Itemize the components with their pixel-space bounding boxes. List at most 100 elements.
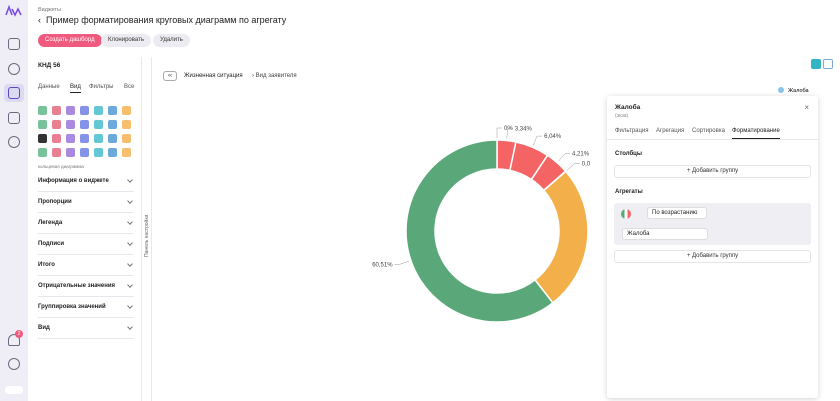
chart-type-icon[interactable] — [52, 148, 61, 157]
chart-type-icon[interactable] — [80, 148, 89, 157]
breadcrumb-text: Вид заявителя — [255, 73, 297, 79]
dataset[interactable]: КНД 56 — [38, 62, 61, 69]
button[interactable]: Клонировать — [101, 34, 151, 47]
data-label: 0,0 — [582, 161, 591, 167]
chart-type-icon[interactable] — [94, 134, 103, 143]
tab[interactable]: Вид — [70, 84, 81, 93]
leader-line — [496, 127, 502, 138]
chart-type-icon[interactable] — [38, 148, 47, 157]
page-title: ‹ Пример форматирования круговых диаграм… — [38, 15, 287, 25]
settings-panel: КНД 56 Данные Вид Фильтры Все кольцевая … — [28, 57, 141, 401]
panel-subtitle: (экза) — [615, 113, 629, 119]
chart-type-icon[interactable] — [122, 148, 131, 157]
section-title: Столбцы — [615, 151, 642, 157]
chart-type-icon[interactable] — [80, 134, 89, 143]
nav-icon[interactable] — [8, 63, 20, 75]
tab[interactable]: Форматирование — [732, 128, 780, 139]
section[interactable]: Итого — [38, 255, 134, 276]
logo — [5, 4, 22, 17]
panel-label: Панель настройки — [144, 214, 150, 257]
panel-title: Жалоба — [615, 104, 641, 111]
chart-type-icon[interactable] — [80, 120, 89, 129]
collapse-button[interactable]: ‹‹ — [163, 71, 177, 81]
header: Виджеты ‹ Пример форматирования круговых… — [28, 0, 840, 57]
leader-line — [532, 135, 543, 146]
chart-type-icon[interactable] — [108, 134, 117, 143]
chart-type-icon[interactable] — [66, 148, 75, 157]
chart-type-icon[interactable] — [38, 106, 47, 115]
chart-type-icon[interactable] — [122, 120, 131, 129]
view-button[interactable] — [823, 59, 833, 69]
leader-line — [567, 163, 580, 171]
title-text: Пример форматирования круговых диаграмм … — [46, 15, 287, 25]
add-group[interactable]: + Добавить группу — [614, 165, 811, 178]
tab[interactable]: Фильтры — [89, 84, 114, 90]
data-label: 6,04% — [544, 134, 562, 140]
legend-swatch — [778, 87, 784, 93]
close-button[interactable]: × — [804, 103, 809, 112]
breadcrumb-item[interactable]: › Вид заявителя — [252, 73, 297, 79]
leader-line — [558, 153, 571, 162]
chart-type-icon[interactable] — [52, 134, 61, 143]
breadcrumb[interactable]: Виджеты — [38, 7, 61, 13]
field-select[interactable]: Жалоба — [622, 228, 708, 240]
chart-type-icon[interactable] — [38, 120, 47, 129]
add-group[interactable]: + Добавить группу — [614, 250, 811, 263]
chart-type-icon[interactable] — [122, 134, 131, 143]
tab[interactable]: Сортировка — [692, 128, 725, 134]
chart-type-icon[interactable] — [66, 106, 75, 115]
panel-toggle[interactable]: Панель настройки — [141, 57, 152, 401]
format-panel: Жалоба (экза) × Фильтрация Агрегация Сор… — [607, 96, 818, 398]
chart-type-icon[interactable] — [94, 148, 103, 157]
chart-type-icon[interactable] — [80, 106, 89, 115]
nav-icon[interactable] — [8, 358, 20, 370]
chart-type-icon[interactable] — [108, 148, 117, 157]
chart-type-icon[interactable] — [66, 120, 75, 129]
add-group-text: Добавить группу — [692, 168, 739, 174]
tab[interactable]: Данные — [38, 84, 60, 90]
nav: 2 — [0, 0, 28, 401]
section[interactable]: Отрицательные значения — [38, 276, 134, 297]
chart-kind: кольцевая диаграмма — [38, 164, 84, 169]
nav-icon[interactable] — [8, 334, 20, 346]
theme-toggle[interactable] — [5, 386, 23, 394]
nav-icon[interactable] — [8, 87, 20, 99]
chart-type-icon[interactable] — [52, 120, 61, 129]
chart-type-icon[interactable] — [108, 120, 117, 129]
button[interactable]: Удалить — [153, 34, 190, 47]
breadcrumb-item[interactable]: Жизненная ситуация — [184, 73, 243, 79]
nav-icon[interactable] — [8, 136, 20, 148]
chart-type-icon[interactable] — [94, 106, 103, 115]
data-label: 60,51% — [372, 262, 393, 268]
nav-icon[interactable] — [8, 38, 20, 50]
tab[interactable]: Все — [124, 84, 135, 90]
section[interactable]: Информация о виджете — [38, 171, 134, 192]
chart-type-icon[interactable] — [52, 106, 61, 115]
section[interactable]: Вид — [38, 318, 134, 339]
chart-type-icon[interactable] — [108, 106, 117, 115]
chart-type-grid — [38, 106, 134, 164]
badge: 2 — [15, 330, 23, 338]
tab[interactable]: Фильтрация — [615, 128, 649, 134]
section[interactable]: Легенда — [38, 213, 134, 234]
chart-type-icon[interactable] — [94, 120, 103, 129]
donut-segment — [533, 170, 589, 304]
donut-chart: Жалоба 0% 3,34% 6,04% 4,21% 0,0 60,51% — [372, 87, 810, 323]
data-label: 4,21% — [572, 152, 590, 158]
legend-label[interactable]: Жалоба — [788, 88, 810, 94]
nav-icon[interactable] — [8, 112, 20, 124]
tab[interactable]: Агрегация — [656, 128, 685, 134]
section[interactable]: Подписи — [38, 234, 134, 255]
chart-type-icon[interactable] — [122, 106, 131, 115]
section[interactable]: Группировка значений — [38, 297, 134, 318]
button[interactable]: Создать дашборд — [38, 34, 102, 47]
section[interactable]: Пропорции — [38, 192, 134, 213]
sort-select[interactable]: По возрастанию — [647, 207, 707, 219]
color-scheme[interactable] — [621, 209, 631, 219]
section-title: Агрегаты — [615, 189, 643, 195]
chart-type-icon[interactable] — [38, 134, 47, 143]
chart-type-icon[interactable] — [66, 134, 75, 143]
view-button[interactable] — [811, 59, 821, 69]
donut-segment — [405, 139, 554, 323]
